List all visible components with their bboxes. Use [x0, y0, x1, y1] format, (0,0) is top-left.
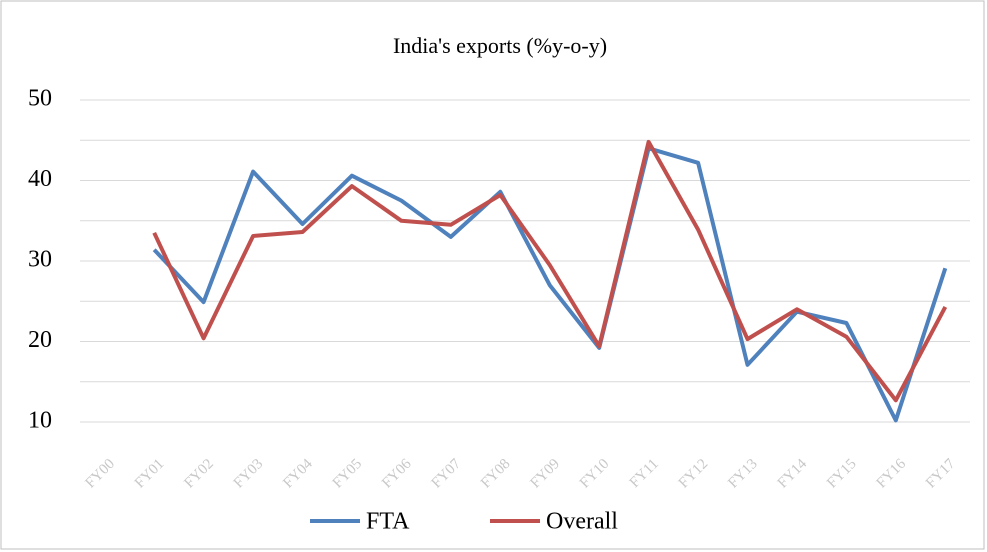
line-series — [152, 146, 948, 423]
legend-label: FTA — [366, 509, 410, 535]
y-tick-label: 50 — [28, 86, 52, 112]
y-tick-label: 30 — [28, 247, 52, 273]
line-series — [152, 139, 948, 403]
legend-label: Overall — [546, 509, 618, 535]
chart-title: India's exports (%y-o-y) — [393, 33, 607, 58]
y-tick-label: 20 — [28, 327, 52, 353]
y-tick-label: 10 — [28, 408, 52, 434]
y-tick-label: 40 — [28, 166, 52, 192]
